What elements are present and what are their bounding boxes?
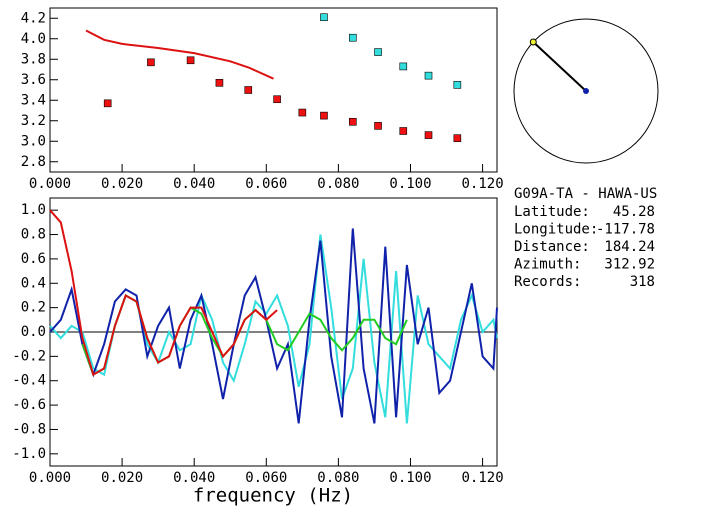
marker [424, 131, 433, 139]
y-tick-label: -0.2 [12, 348, 46, 364]
y-tick-label: 3.0 [21, 133, 46, 149]
event-dot [529, 38, 537, 46]
marker [298, 108, 307, 117]
x-tick-label: 0.020 [101, 176, 143, 192]
y-tick-label: 3.8 [21, 51, 46, 67]
info-value: 318 [630, 274, 655, 290]
y-tick-label: 0.0 [21, 324, 46, 340]
marker [103, 99, 112, 108]
top-plot-frame [49, 7, 498, 173]
y-tick-label: 3.6 [21, 72, 46, 88]
marker [374, 122, 382, 130]
marker [320, 13, 328, 22]
marker [320, 111, 328, 120]
info-value: 184.24 [604, 239, 655, 255]
x-tick-label: 0.000 [29, 176, 71, 192]
marker [186, 56, 195, 65]
series-line [49, 209, 278, 377]
marker [424, 71, 433, 80]
y-tick-label: -0.4 [12, 373, 46, 389]
x-axis-label: frequency (Hz) [193, 485, 353, 507]
y-tick-label: -0.6 [12, 397, 46, 413]
info-label: Azimuth: [514, 257, 581, 273]
y-tick-label: 0.4 [21, 275, 46, 291]
y-tick-label: 1.0 [21, 202, 46, 218]
marker [453, 81, 462, 89]
series-line [85, 29, 274, 80]
y-tick-label: -1.0 [12, 446, 46, 462]
marker [374, 48, 382, 56]
info-title: G09A-TA - HAWA-US [514, 186, 657, 202]
y-tick-label: -0.8 [12, 421, 46, 437]
x-tick-label: 0.120 [462, 176, 504, 192]
y-tick-label: 0.6 [21, 251, 46, 267]
x-tick-label: 0.080 [317, 176, 359, 192]
x-tick-label: 0.040 [173, 470, 215, 486]
info-value: 312.92 [604, 257, 655, 273]
marker [147, 58, 155, 67]
info-label: Distance: [514, 239, 590, 255]
x-tick-label: 0.060 [245, 470, 287, 486]
y-tick-label: 4.2 [21, 10, 46, 26]
y-tick-label: 2.8 [21, 154, 46, 170]
y-tick-label: 4.0 [21, 31, 46, 47]
x-tick-label: 0.000 [29, 470, 71, 486]
y-tick-label: 3.2 [21, 113, 46, 129]
marker [273, 95, 281, 104]
series-line [49, 228, 498, 424]
info-label: Records: [514, 274, 581, 290]
marker [399, 62, 408, 71]
marker [349, 117, 357, 126]
marker [399, 127, 408, 135]
x-tick-label: 0.040 [173, 176, 215, 192]
series-line [49, 234, 498, 424]
x-tick-label: 0.020 [101, 470, 143, 486]
marker [453, 134, 462, 142]
info-label: Latitude: [514, 204, 590, 220]
y-tick-label: 3.4 [21, 92, 46, 108]
azimuth-circle [513, 18, 659, 164]
y-tick-label: 0.8 [21, 227, 46, 243]
x-tick-label: 0.100 [389, 176, 431, 192]
marker [244, 86, 253, 94]
marker [215, 79, 224, 87]
x-tick-label: 0.060 [245, 176, 287, 192]
x-tick-label: 0.080 [317, 470, 359, 486]
info-label: Longitude: [514, 222, 598, 238]
y-tick-label: 0.2 [21, 300, 46, 316]
x-tick-label: 0.120 [462, 470, 504, 486]
info-value: 45.28 [613, 204, 655, 220]
azimuth-line [532, 41, 587, 92]
marker [349, 33, 357, 42]
info-value: -117.78 [596, 222, 655, 238]
station-dot [583, 88, 589, 94]
x-tick-label: 0.100 [389, 470, 431, 486]
